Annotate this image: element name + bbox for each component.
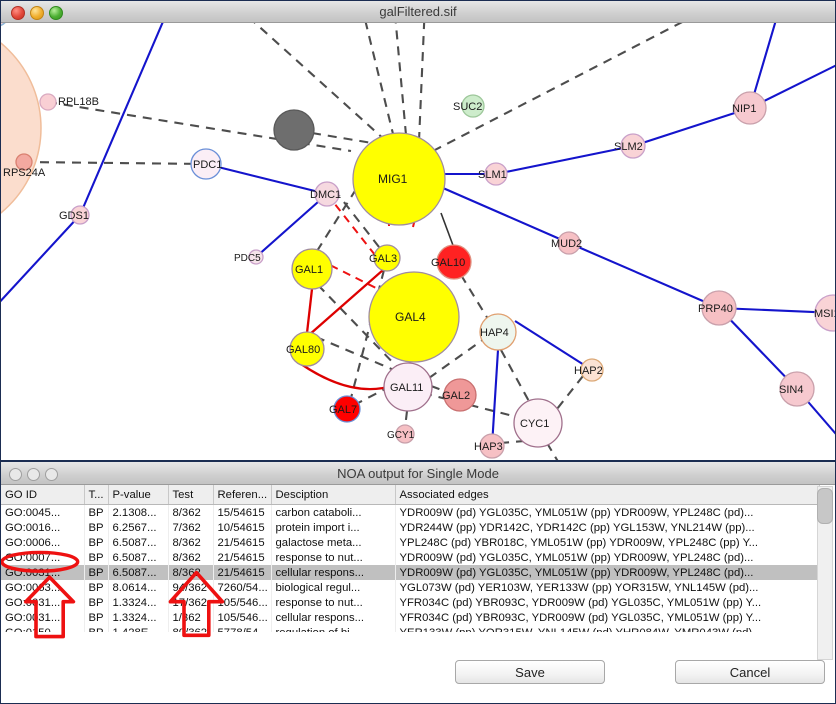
- svg-text:NIP1: NIP1: [732, 103, 756, 115]
- svg-text:HAP4: HAP4: [480, 327, 509, 339]
- svg-text:GAL80: GAL80: [286, 344, 320, 356]
- svg-text:HAP2: HAP2: [574, 365, 603, 377]
- svg-text:GAL7: GAL7: [329, 404, 357, 416]
- svg-text:RPL18B: RPL18B: [58, 96, 99, 108]
- svg-text:GAL10: GAL10: [431, 257, 465, 269]
- svg-text:DMC1: DMC1: [310, 189, 341, 201]
- svg-text:GAL4: GAL4: [395, 310, 426, 324]
- svg-text:MIG1: MIG1: [378, 172, 408, 186]
- svg-text:GAL3: GAL3: [369, 253, 397, 265]
- svg-text:MUD2: MUD2: [551, 238, 582, 250]
- svg-text:GDS1: GDS1: [59, 210, 89, 222]
- svg-text:GAL11: GAL11: [390, 382, 423, 394]
- svg-text:SLM2: SLM2: [614, 141, 643, 153]
- svg-text:GAL1: GAL1: [295, 264, 323, 276]
- svg-text:CYC1: CYC1: [520, 418, 549, 430]
- svg-text:SUC2: SUC2: [453, 101, 482, 113]
- svg-text:HAP3: HAP3: [474, 441, 503, 453]
- svg-text:PRP40: PRP40: [698, 303, 733, 315]
- svg-text:SLM1: SLM1: [478, 169, 507, 181]
- svg-text:PDC1: PDC1: [193, 159, 222, 171]
- svg-text:MSI1: MSI1: [814, 308, 836, 320]
- svg-text:GAL2: GAL2: [442, 390, 470, 402]
- svg-text:SIN4: SIN4: [779, 384, 803, 396]
- svg-text:GCY1: GCY1: [387, 430, 415, 441]
- svg-text:RPS24A: RPS24A: [3, 167, 46, 179]
- svg-text:PDC5: PDC5: [234, 253, 261, 264]
